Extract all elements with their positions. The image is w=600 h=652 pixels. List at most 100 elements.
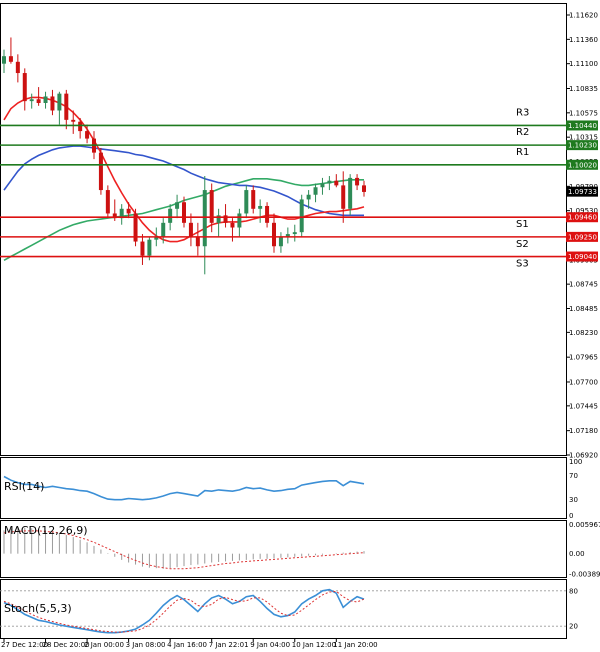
candle-body	[119, 208, 124, 219]
candle-body	[98, 152, 103, 191]
candle-body	[175, 202, 180, 209]
candle-body	[265, 205, 270, 223]
candle-body	[168, 208, 173, 223]
candle-body	[355, 177, 360, 186]
candle-body	[195, 236, 200, 247]
candle-body	[299, 199, 304, 233]
level-name-r1: R1	[516, 147, 529, 158]
rsi-line	[3, 475, 365, 501]
candle-body	[50, 96, 55, 111]
time-axis-label: 9 Jan 04:00	[250, 641, 290, 649]
level-price-tag	[566, 251, 598, 262]
candle-body	[57, 93, 62, 111]
candle-body	[140, 241, 145, 256]
candle-body	[8, 56, 13, 62]
rsi-label: RSI(14)	[4, 480, 44, 493]
rsi-panel: 100 70 30 0 RSI(14)	[0, 457, 582, 520]
last-price-tag	[566, 186, 598, 197]
stoch-d-line	[3, 590, 365, 633]
candle-body	[188, 222, 193, 237]
candle-body	[278, 236, 283, 247]
candle-body	[147, 239, 152, 256]
price-axis-label: 1.08485	[569, 305, 598, 313]
level-price-tag	[566, 140, 598, 151]
price-axis-label: 1.07700	[569, 378, 598, 386]
rsi-axis-label: 100	[569, 458, 582, 466]
candle-body	[105, 190, 110, 214]
candle-body	[202, 190, 207, 247]
candle-body	[272, 222, 276, 247]
level-price-label: 1.10230	[568, 142, 597, 150]
candle-body	[230, 222, 235, 228]
last-price-label: 1.09733	[568, 188, 597, 196]
candle-body	[244, 190, 249, 214]
stoch-k-line	[3, 588, 365, 634]
time-axis-label: 28 Dec 20:00	[43, 641, 90, 649]
candle-body	[71, 119, 76, 122]
stoch-label: Stoch(5,5,3)	[4, 602, 72, 615]
time-axis-label: 11 Jan 20:00	[333, 641, 377, 649]
candle-body	[313, 187, 318, 195]
price-axis-label: 1.11100	[569, 60, 598, 68]
level-price-label: 1.09250	[568, 233, 597, 241]
stoch-axis-label: 80	[569, 587, 578, 595]
price-axis-label: 1.07180	[569, 427, 598, 435]
level-price-tag	[566, 231, 598, 242]
price-axis-label: 1.10575	[569, 109, 598, 117]
candle-body	[78, 121, 83, 132]
candle-body	[112, 213, 117, 219]
level-price-tag	[566, 159, 598, 170]
time-axis-label: 4 Jan 16:00	[167, 641, 207, 649]
candle-body	[209, 190, 214, 223]
candle-body	[216, 215, 221, 223]
macd-axis-label: 0.00	[569, 550, 585, 558]
candle-body	[22, 73, 27, 102]
level-name-r3: R3	[516, 107, 529, 118]
rsi-axis-label: 0	[569, 512, 573, 520]
price-axis-label: 1.09530	[569, 207, 598, 215]
stoch-axis-label: 20	[569, 623, 578, 631]
candle-body	[341, 185, 346, 209]
level-price-label: 1.09460	[568, 214, 597, 222]
rsi-axis-label: 70	[569, 472, 578, 480]
price-axis-label: 1.06920	[569, 452, 598, 460]
level-price-tag	[566, 212, 598, 223]
candle-body	[362, 185, 366, 192]
level-price-label: 1.10440	[568, 122, 597, 130]
time-axis-label: 7 Jan 22:01	[209, 641, 249, 649]
level-name-s2: S2	[516, 239, 529, 250]
price-axis-label: 1.11620	[569, 12, 598, 20]
macd-panel: 0.005967 0.00 -0.003896 MACD(12,26,9)	[0, 520, 600, 578]
level-name-r2: R2	[516, 127, 529, 138]
candle-body	[285, 234, 290, 237]
price-axis-label: 1.08230	[569, 329, 598, 337]
candle-body	[223, 215, 228, 223]
candle-body	[85, 131, 90, 139]
candle-body	[29, 99, 34, 102]
candle-body	[36, 99, 41, 103]
stoch-panel: 80 20 Stoch(5,5,3)	[0, 579, 578, 639]
candle-body	[320, 183, 325, 188]
macd-signal-line	[3, 530, 365, 570]
candle-body	[43, 96, 48, 103]
candle-body	[161, 222, 166, 237]
price-axis-label: 1.08745	[569, 281, 598, 289]
candle-body	[334, 180, 339, 186]
sma-mid-line	[3, 145, 364, 217]
candle-body	[306, 194, 311, 200]
macd-label: MACD(12,26,9)	[4, 524, 88, 537]
macd-axis-label: 0.005967	[569, 521, 600, 529]
price-axis-label: 1.10315	[569, 134, 598, 142]
level-price-label: 1.09040	[568, 253, 597, 261]
level-name-s1: S1	[516, 219, 529, 230]
stoch-panel-frame	[0, 579, 567, 639]
candle-body	[348, 177, 353, 209]
time-axis-label: 27 Dec 12:00	[1, 641, 48, 649]
price-axis-label: 1.11360	[569, 36, 598, 44]
price-axis-label: 1.07445	[569, 402, 598, 410]
time-axis-label: 10 Jan 12:00	[292, 641, 336, 649]
macd-panel-frame	[0, 520, 567, 578]
candle-body	[258, 205, 263, 209]
